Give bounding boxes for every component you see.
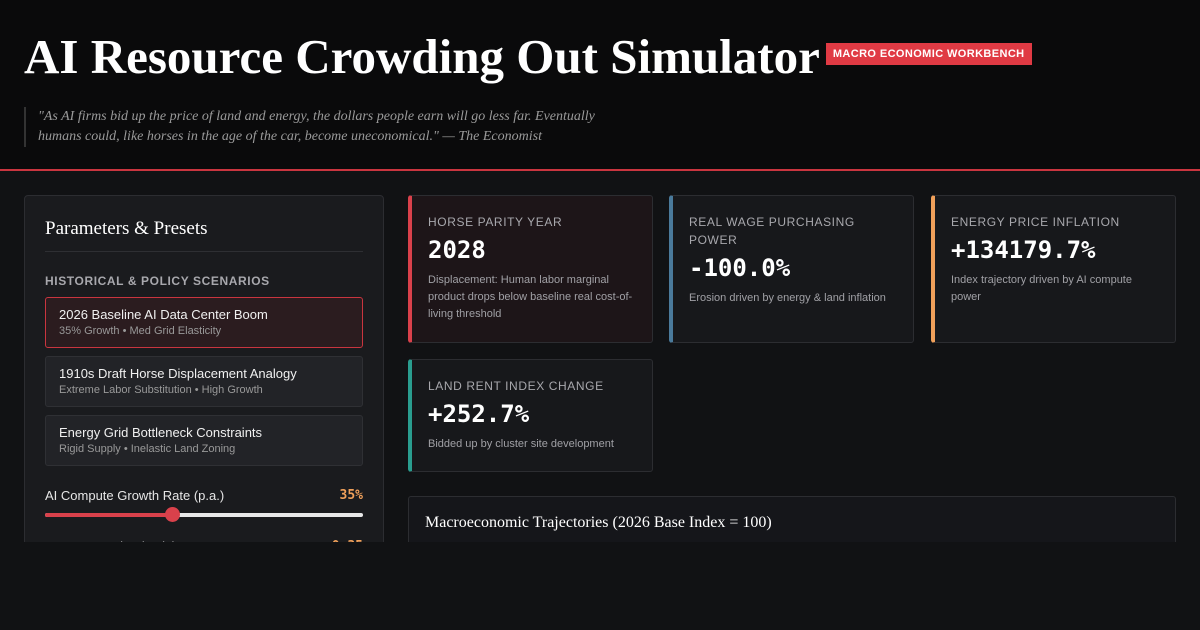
card-note: Index trajectory driven by AI compute po… xyxy=(951,274,1132,303)
quote-line: humans could, like horses in the age of … xyxy=(38,129,542,144)
card-note: Bidded up by cluster site development xyxy=(428,438,614,450)
title: AI Resource Crowding Out Simulator xyxy=(24,29,820,84)
slider-row: AI Compute Growth Rate (p.a.) 35% xyxy=(45,488,363,503)
header: AI Resource Crowding Out Simulator MACRO … xyxy=(0,0,1200,171)
quote: "As AI firms bid up the price of land an… xyxy=(24,107,1176,147)
preset-name: Energy Grid Bottleneck Constraints xyxy=(59,425,263,440)
slider-value: 0.35 xyxy=(332,539,363,542)
preset-detail: Extreme Labor Substitution • High Growth xyxy=(59,384,263,396)
metric-card: HORSE PARITY YEAR 2028 Displacement: Human… xyxy=(408,195,653,343)
chart-box: Macroeconomic Trajectories (2026 Base In… xyxy=(408,496,1176,542)
card-value: -100.0% xyxy=(689,254,791,282)
preset-button[interactable]: 1910s Draft Horse Displacement Analogy Ex… xyxy=(45,356,363,407)
slider-row: Energy Supply Elasticity 0.35 xyxy=(45,539,363,542)
panel: Parameters & Presets HISTORICAL & POLICY… xyxy=(24,195,384,542)
preset-button[interactable]: 2026 Baseline AI Data Center Boom 35% Gro… xyxy=(45,297,363,348)
slider[interactable] xyxy=(45,507,363,522)
card-label: REAL WAGE PURCHASING POWER xyxy=(689,215,855,247)
slider-label: Energy Supply Elasticity xyxy=(45,539,184,542)
quote-line: "As AI firms bid up the price of land an… xyxy=(38,109,595,124)
main: Parameters & Presets HISTORICAL & POLICY… xyxy=(0,195,1200,542)
metric-card: LAND RENT INDEX CHANGE +252.7% Bidded up b… xyxy=(408,359,653,472)
preset-detail: Rigid Supply • Inelastic Land Zoning xyxy=(59,443,236,455)
section-title: HISTORICAL & POLICY SCENARIOS xyxy=(45,274,270,288)
preset-button[interactable]: Energy Grid Bottleneck Constraints Rigid … xyxy=(45,415,363,466)
preset-name: 1910s Draft Horse Displacement Analogy xyxy=(59,366,297,381)
metric-card: REAL WAGE PURCHASING POWER -100.0% Erosion… xyxy=(669,195,914,343)
card-label: LAND RENT INDEX CHANGE xyxy=(428,379,604,393)
slider-thumb[interactable] xyxy=(165,507,181,522)
preset-name: 2026 Baseline AI Data Center Boom xyxy=(59,307,268,322)
slider-value: 35% xyxy=(339,488,363,503)
card-value: +134179.7% xyxy=(951,236,1096,264)
badge: MACRO ECONOMIC WORKBENCH xyxy=(825,42,1032,65)
card-label: HORSE PARITY YEAR xyxy=(428,215,563,229)
preset-detail: 35% Growth • Med Grid Elasticity xyxy=(59,325,222,337)
slider-label: AI Compute Growth Rate (p.a.) xyxy=(45,488,225,503)
slider-fill xyxy=(45,513,173,517)
metric-card: ENERGY PRICE INFLATION +134179.7% Index tr… xyxy=(931,195,1176,343)
card-value: +252.7% xyxy=(428,400,530,428)
card-note: Erosion driven by energy & land inflatio… xyxy=(689,292,886,304)
card-value: 2028 xyxy=(428,236,486,264)
chart-title: Macroeconomic Trajectories (2026 Base In… xyxy=(425,514,772,531)
card-note: Displacement: Human labor marginal produ… xyxy=(428,274,633,320)
card-label: ENERGY PRICE INFLATION xyxy=(951,215,1120,229)
panel-title: Parameters & Presets xyxy=(45,218,363,252)
